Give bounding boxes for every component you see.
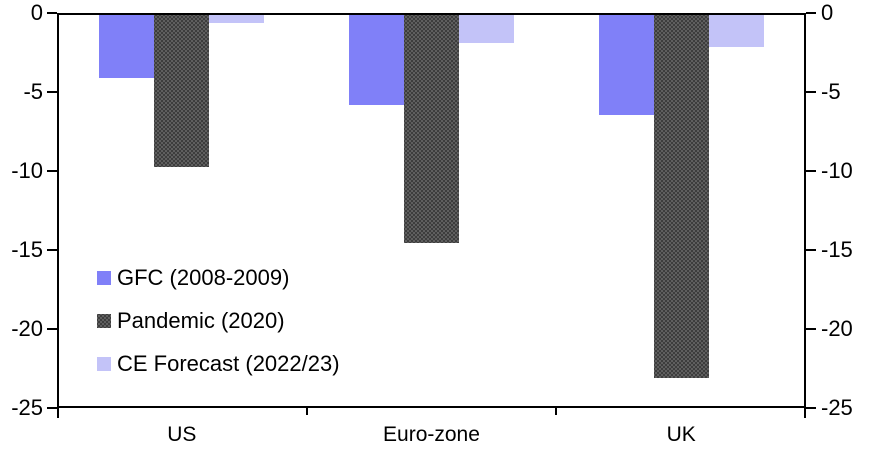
legend-marker-pandemic bbox=[97, 314, 111, 328]
x-axis-boundary-tick-2 bbox=[555, 408, 558, 415]
y-axis-tick-label-right: -5 bbox=[821, 79, 841, 104]
x-axis-label-uk: UK bbox=[666, 423, 696, 446]
legend-marker-gfc bbox=[97, 271, 111, 285]
y-axis-tick-right--25 bbox=[806, 407, 816, 409]
bar-euro-zone-pandemic-2020 bbox=[404, 15, 459, 243]
legend-label-ce-forecast: CE Forecast (2022/23) bbox=[117, 351, 340, 376]
x-axis-end-tick-left bbox=[57, 408, 59, 418]
legend: GFC (2008-2009) Pandemic (2020) CE Forec… bbox=[97, 263, 340, 392]
y-axis-tick-label-left: -5 bbox=[23, 79, 43, 104]
legend-marker-ce-forecast bbox=[97, 357, 111, 371]
y-axis-tick-left-0 bbox=[47, 12, 57, 14]
y-axis-tick-right--10 bbox=[806, 170, 816, 172]
x-axis-label-euro-zone: Euro-zone bbox=[383, 423, 480, 446]
y-axis-tick-right-0 bbox=[806, 12, 816, 14]
bar-us-ce-forecast-2022-23 bbox=[209, 15, 265, 23]
y-axis-tick-label-left: 0 bbox=[30, 0, 43, 25]
y-axis-tick-right--20 bbox=[806, 328, 816, 330]
bar-euro-zone-gfc-2008-2009 bbox=[349, 15, 404, 106]
y-axis-tick-label-right: -25 bbox=[821, 395, 853, 420]
y-axis-tick-right--5 bbox=[806, 91, 816, 93]
y-axis-tick-label-right: -15 bbox=[821, 237, 853, 262]
legend-item-ce-forecast: CE Forecast (2022/23) bbox=[97, 349, 340, 379]
legend-label-pandemic: Pandemic (2020) bbox=[117, 308, 285, 333]
x-axis-label-us: US bbox=[167, 423, 197, 446]
y-axis-tick-label-right: -20 bbox=[821, 316, 853, 341]
y-axis-tick-right--15 bbox=[806, 249, 816, 251]
bar-us-pandemic-2020 bbox=[154, 15, 210, 167]
bar-uk-pandemic-2020 bbox=[653, 15, 709, 379]
legend-label-gfc: GFC (2008-2009) bbox=[117, 265, 290, 290]
y-axis-tick-left--10 bbox=[47, 170, 57, 172]
y-axis-tick-left--25 bbox=[47, 407, 57, 409]
y-axis-tick-label-left: -20 bbox=[11, 316, 43, 341]
bar-uk-ce-forecast-2022-23 bbox=[708, 15, 764, 47]
plot-area bbox=[57, 13, 806, 408]
bar-uk-gfc-2008-2009 bbox=[598, 15, 654, 115]
y-axis-tick-left--20 bbox=[47, 328, 57, 330]
y-axis-tick-label-right: -10 bbox=[821, 158, 853, 183]
bar-us-gfc-2008-2009 bbox=[99, 15, 155, 79]
legend-item-gfc: GFC (2008-2009) bbox=[97, 263, 340, 293]
y-axis-tick-label-left: -10 bbox=[11, 158, 43, 183]
y-axis-tick-label-right: 0 bbox=[821, 0, 834, 25]
y-axis-tick-label-left: -25 bbox=[11, 395, 43, 420]
y-axis-tick-left--5 bbox=[47, 91, 57, 93]
x-axis-end-tick-right bbox=[804, 408, 806, 418]
bar-euro-zone-ce-forecast-2022-23 bbox=[459, 15, 514, 44]
legend-item-pandemic: Pandemic (2020) bbox=[97, 306, 340, 336]
y-axis-tick-label-left: -15 bbox=[11, 237, 43, 262]
x-axis-boundary-tick-1 bbox=[305, 408, 308, 415]
y-axis-tick-left--15 bbox=[47, 249, 57, 251]
